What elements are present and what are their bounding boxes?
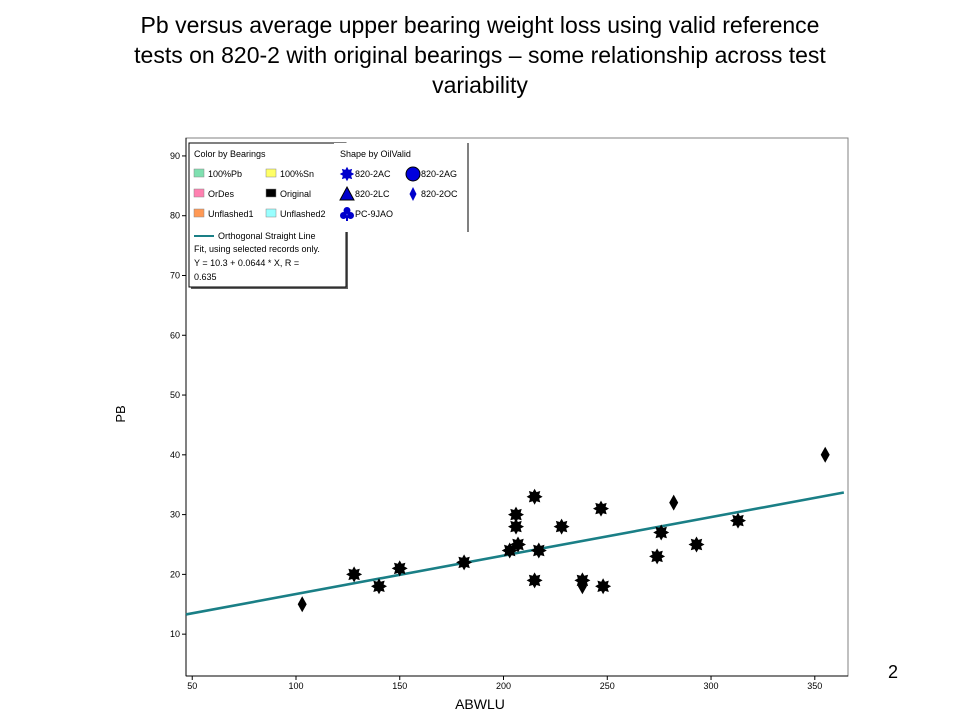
- legend-color-label: 100%Sn: [280, 169, 314, 179]
- y-tick-label: 10: [170, 629, 180, 639]
- x-axis-ticks: 50 100 150 200 250 300 350: [187, 676, 822, 691]
- data-point-star: [346, 566, 363, 583]
- y-tick-label: 60: [170, 330, 180, 340]
- legend-color-swatch: [193, 168, 205, 178]
- legend-shape-label: PC-9JAO: [355, 209, 393, 219]
- legend-color-swatch: [265, 208, 277, 218]
- data-point-star: [593, 500, 609, 517]
- page-number: 2: [888, 662, 899, 682]
- legend-shape-items: 820-2AC 820-2AG 820-2LC 820-2OC PC-9JAO: [339, 166, 458, 221]
- legend-color-label: Original: [280, 189, 311, 199]
- y-tick-label: 80: [170, 211, 180, 221]
- x-tick-label: 50: [187, 681, 197, 691]
- legend: Color by Bearings 100%Pb 100%Sn OrDes Origi…: [188, 142, 469, 289]
- y-tick-label: 70: [170, 270, 180, 280]
- y-axis-ticks: 10 20 30 40 50 60 70 80 90: [170, 151, 186, 639]
- legend-color-swatch: [193, 188, 205, 198]
- data-point-star: [391, 560, 408, 577]
- x-tick-label: 350: [807, 681, 822, 691]
- legend-color-label: OrDes: [208, 189, 235, 199]
- data-point-star: [510, 536, 526, 553]
- legend-color-swatch: [265, 168, 277, 178]
- legend-diamond-icon: [409, 187, 417, 201]
- data-point-star: [526, 572, 543, 589]
- data-point-star: [595, 578, 612, 595]
- data-point-star: [649, 548, 666, 565]
- data-point-star: [730, 512, 746, 529]
- legend-fit-line-2: Y = 10.3 + 0.0644 * X, R =: [194, 258, 299, 268]
- legend-shape-title: Shape by OilValid: [340, 149, 411, 159]
- legend-shape-label: 820-2AC: [355, 169, 391, 179]
- y-tick-label: 50: [170, 390, 180, 400]
- legend-fit-line-3: 0.635: [194, 272, 217, 282]
- legend-fit-line-1: Fit, using selected records only.: [194, 244, 320, 254]
- legend-club-icon: [340, 207, 354, 221]
- legend-star-icon: [339, 166, 355, 182]
- legend-circle-icon: [405, 166, 421, 182]
- y-tick-label: 90: [170, 151, 180, 161]
- title-line-1: Pb versus average upper bearing weight l…: [140, 12, 820, 38]
- legend-shape-box: [334, 143, 468, 232]
- legend-color-label: Unflashed2: [280, 209, 326, 219]
- title-line-2: tests on 820-2 with original bearings – …: [134, 42, 826, 68]
- x-tick-label: 100: [288, 681, 303, 691]
- legend-color-label: 100%Pb: [208, 169, 242, 179]
- data-point-star: [688, 536, 705, 553]
- title-line-3: variability: [432, 72, 528, 98]
- data-point-star: [371, 578, 387, 595]
- data-point-star: [508, 518, 524, 535]
- x-tick-label: 300: [704, 681, 719, 691]
- legend-shape-label: 820-2AG: [421, 169, 457, 179]
- legend-color-swatch: [265, 188, 277, 198]
- legend-shape-label: 820-2OC: [421, 189, 458, 199]
- x-tick-label: 150: [392, 681, 407, 691]
- y-axis-label: PB: [113, 405, 128, 422]
- legend-triangle-icon: [339, 185, 355, 201]
- y-tick-label: 30: [170, 510, 180, 520]
- slide-title: Pb versus average upper bearing weight l…: [60, 10, 900, 100]
- data-point-star: [456, 554, 473, 571]
- legend-color-title: Color by Bearings: [194, 149, 266, 159]
- fit-line: [185, 491, 845, 616]
- data-point-star: [553, 518, 570, 535]
- data-point-star: [526, 488, 543, 505]
- legend-fit-title: Orthogonal Straight Line: [218, 231, 316, 241]
- legend-color-items: 100%Pb 100%Sn OrDes Original Unflashed1 Unfla…: [193, 168, 326, 219]
- x-axis-label: ABWLU: [455, 696, 505, 712]
- legend-color-swatch: [193, 208, 205, 218]
- y-tick-label: 20: [170, 569, 180, 579]
- legend-shape-label: 820-2LC: [355, 189, 390, 199]
- x-tick-label: 200: [496, 681, 511, 691]
- data-point-star: [653, 524, 670, 541]
- x-tick-label: 250: [600, 681, 615, 691]
- y-tick-label: 40: [170, 450, 180, 460]
- data-point-star: [530, 542, 547, 559]
- legend-color-label: Unflashed1: [208, 209, 254, 219]
